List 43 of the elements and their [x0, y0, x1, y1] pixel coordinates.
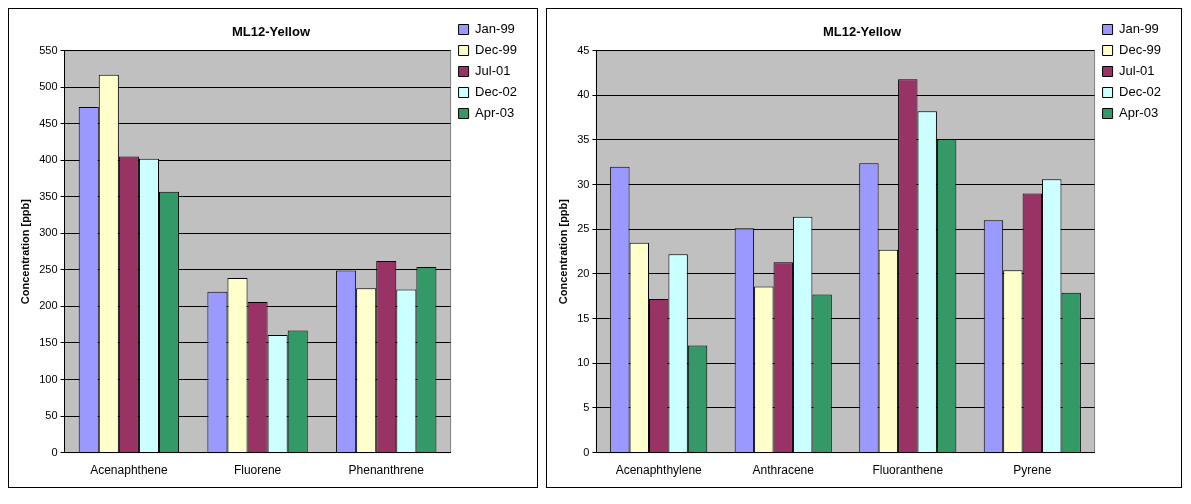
y-tick-label: 15	[577, 311, 590, 324]
y-tick-label: 20	[577, 266, 590, 279]
x-tick-label: Fluoranthene	[872, 463, 944, 478]
x-tick-label: Acenaphthylene	[615, 463, 703, 478]
x-tick-label: Fluorene	[233, 463, 282, 478]
y-axis-title: Concentration [ppb]	[18, 198, 31, 305]
legend-label: Apr-03	[1119, 105, 1159, 121]
x-tick-label: Anthracene	[752, 463, 815, 478]
y-tick-label: 350	[39, 189, 58, 202]
legend-label: Dec-99	[475, 42, 518, 58]
y-tick-label: 5	[583, 400, 590, 413]
y-tick-label: 35	[577, 132, 590, 145]
y-tick-label: 25	[577, 222, 590, 235]
y-tick-label: 250	[39, 262, 58, 275]
x-tick-label: Acenaphthene	[90, 463, 168, 478]
legend-label: Dec-02	[1119, 84, 1162, 100]
y-tick-label: 150	[39, 335, 58, 348]
y-tick-label: 100	[39, 372, 58, 385]
legend-label: Apr-03	[475, 105, 515, 121]
y-tick-label: 50	[45, 409, 58, 422]
y-tick-label: 45	[577, 43, 590, 56]
y-tick-label: 40	[577, 88, 590, 101]
x-tick-label: Pyrene	[1013, 463, 1052, 478]
y-tick-label: 0	[51, 445, 58, 458]
legend-label: Jan-99	[475, 21, 515, 37]
legend-label: Jul-01	[475, 63, 511, 79]
chart-title: ML12-Yellow	[822, 24, 902, 40]
y-tick-label: 200	[39, 299, 58, 312]
y-axis-title: Concentration [ppb]	[556, 198, 569, 305]
y-tick-label: 0	[583, 445, 590, 458]
y-tick-label: 300	[39, 226, 58, 239]
y-tick-label: 550	[39, 43, 58, 56]
legend-label: Jan-99	[1119, 21, 1159, 37]
y-tick-label: 400	[39, 153, 58, 166]
chart-title: ML12-Yellow	[231, 24, 311, 40]
y-tick-label: 500	[39, 80, 58, 93]
y-tick-label: 10	[577, 356, 590, 369]
y-tick-label: 450	[39, 116, 58, 129]
y-tick-label: 30	[577, 177, 590, 190]
legend-label: Dec-02	[475, 84, 518, 100]
legend-label: Jul-01	[1119, 63, 1155, 79]
legend-label: Dec-99	[1119, 42, 1162, 58]
x-tick-label: Phenanthrene	[348, 463, 425, 478]
